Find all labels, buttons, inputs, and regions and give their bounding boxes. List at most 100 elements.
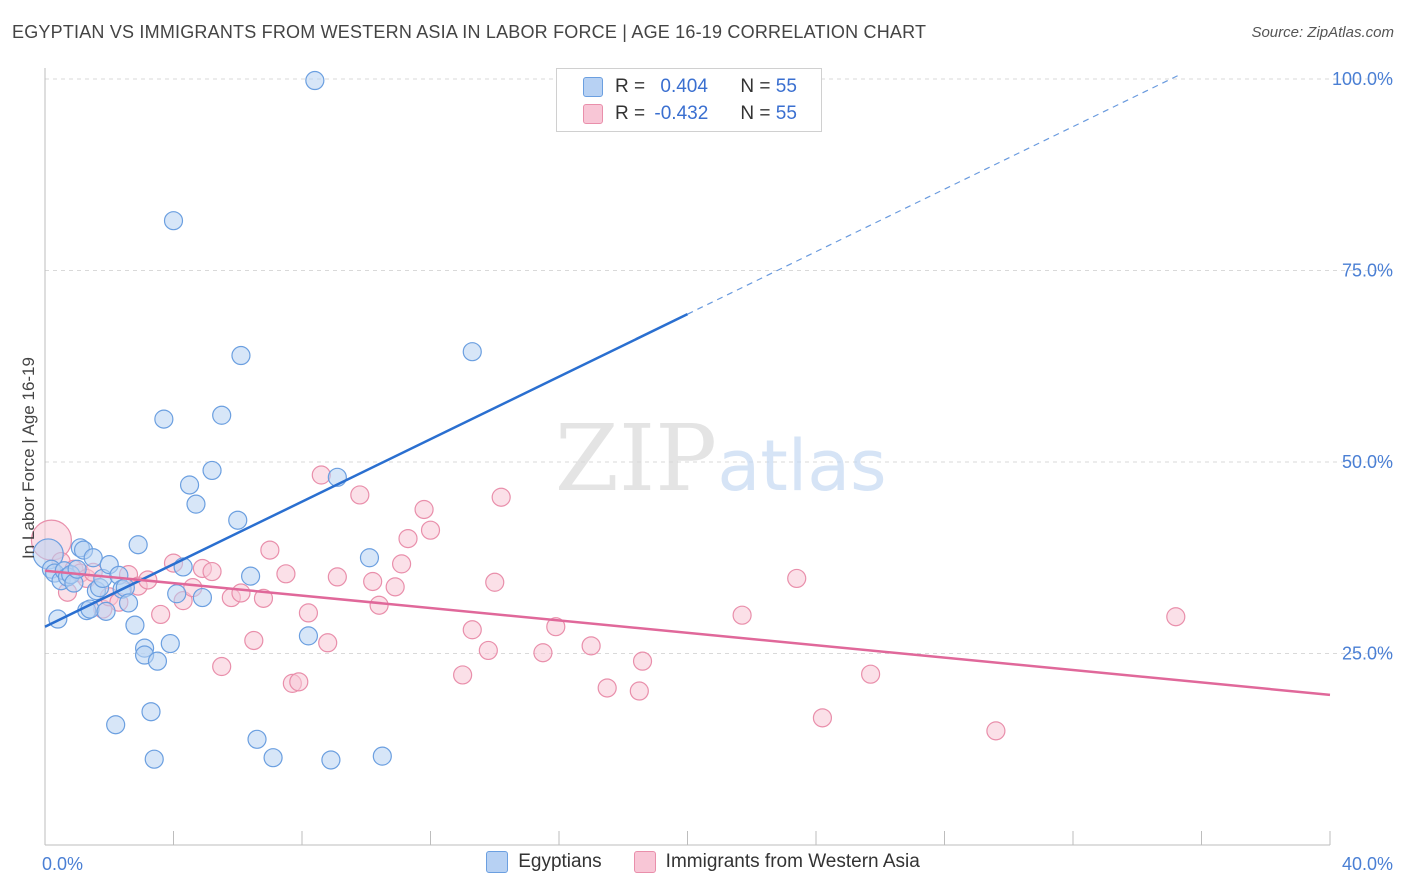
- point-egyptians: [228, 510, 248, 530]
- point-immigrants: [369, 595, 389, 615]
- point-immigrants: [212, 656, 232, 677]
- point-egyptians: [167, 584, 187, 604]
- point-immigrants: [986, 721, 1006, 741]
- chart-title: EGYPTIAN VS IMMIGRANTS FROM WESTERN ASIA…: [12, 22, 927, 42]
- point-egyptians: [241, 566, 261, 586]
- point-immigrants: [581, 636, 601, 656]
- series-legend: Egyptians Immigrants from Western Asia: [0, 851, 1406, 873]
- point-egyptians: [212, 405, 232, 425]
- legend-r-value-egyptians: 0.404: [660, 76, 708, 97]
- point-immigrants: [311, 465, 331, 485]
- legend-item-egyptians[interactable]: Egyptians: [486, 851, 602, 873]
- y-tick-label: 25.0%: [1342, 644, 1393, 664]
- point-immigrants: [462, 620, 482, 640]
- trend-line-egyptians: [44, 313, 689, 628]
- point-immigrants: [260, 540, 280, 560]
- point-immigrants: [276, 564, 296, 584]
- legend-item-immigrants[interactable]: Immigrants from Western Asia: [633, 851, 920, 873]
- correlation-legend: R = 0.404 N = 55 R = -0.432 N = 55: [556, 68, 822, 132]
- point-immigrants: [861, 664, 881, 684]
- y-axis-label: In Labor Force | Age 16-19: [19, 357, 38, 559]
- point-immigrants: [533, 643, 553, 663]
- point-immigrants: [385, 577, 405, 597]
- point-egyptians: [83, 548, 103, 568]
- legend-r-label: R =: [615, 76, 646, 97]
- trend-line-egyptians-extrapolated: [687, 74, 1180, 315]
- watermark: ZIP atlas: [555, 405, 887, 512]
- legend-n-value-egyptians: 55: [775, 76, 797, 97]
- watermark-zip: ZIP: [555, 405, 717, 512]
- point-egyptians: [321, 750, 341, 770]
- point-egyptians: [141, 702, 161, 722]
- point-immigrants: [391, 554, 412, 574]
- y-tick-label: 50.0%: [1342, 452, 1393, 472]
- point-immigrants: [414, 499, 434, 520]
- point-egyptians: [147, 651, 168, 671]
- legend-r-label: R =: [615, 103, 646, 124]
- point-egyptians: [160, 633, 180, 654]
- point-immigrants: [350, 485, 370, 505]
- point-immigrants: [318, 633, 338, 653]
- point-immigrants: [253, 588, 274, 608]
- point-immigrants: [453, 665, 473, 685]
- legend-n-label: N =: [740, 76, 771, 97]
- tick-labels: 25.0% 50.0% 75.0% 100.0% 0.0% 40.0%: [42, 69, 1393, 874]
- point-egyptians: [247, 729, 267, 749]
- point-egyptians: [359, 548, 380, 568]
- y-tick-label: 100.0%: [1332, 69, 1393, 89]
- point-immigrants: [327, 567, 347, 587]
- point-immigrants: [478, 640, 498, 661]
- point-egyptians: [192, 587, 213, 608]
- source-credit: Source: ZipAtlas.com: [1251, 24, 1394, 41]
- legend-n-label: N =: [740, 103, 771, 124]
- legend-row-egyptians: R = 0.404 N = 55: [583, 74, 797, 100]
- legend-label-egyptians: Egyptians: [518, 851, 602, 872]
- legend-row-immigrants: R = -0.432 N = 55: [583, 101, 797, 127]
- legend-swatch-egyptians: [486, 851, 509, 873]
- legend-r-value-immigrants: -0.432: [654, 103, 709, 124]
- trend-lines: [44, 74, 1331, 697]
- gridlines: [45, 78, 1392, 654]
- point-egyptians: [96, 601, 116, 621]
- point-egyptians: [202, 460, 222, 481]
- legend-swatch-immigrants: [633, 851, 656, 873]
- point-egyptians: [372, 746, 392, 766]
- axes: [44, 68, 1331, 846]
- point-immigrants: [597, 678, 617, 698]
- point-immigrants: [202, 561, 222, 582]
- x-tick-label: 40.0%: [1342, 854, 1393, 874]
- legend-swatch-blue: [583, 77, 603, 97]
- watermark-atlas: atlas: [717, 425, 886, 507]
- legend-n-value-immigrants: 55: [775, 103, 797, 124]
- trend-line-immigrants: [44, 569, 1331, 697]
- point-egyptians: [125, 615, 145, 635]
- point-immigrants: [491, 487, 511, 507]
- point-immigrants: [787, 568, 807, 589]
- point-egyptians: [128, 535, 148, 555]
- point-egyptians: [106, 715, 126, 735]
- point-immigrants: [298, 603, 319, 623]
- point-egyptians: [231, 345, 251, 366]
- point-immigrants: [244, 630, 264, 651]
- point-egyptians: [118, 593, 139, 613]
- point-egyptians: [462, 342, 482, 362]
- point-immigrants: [546, 617, 566, 637]
- legend-label-immigrants: Immigrants from Western Asia: [665, 851, 920, 872]
- point-immigrants: [732, 605, 752, 625]
- point-immigrants: [632, 651, 653, 671]
- point-egyptians: [163, 211, 184, 231]
- point-immigrants: [812, 708, 833, 728]
- point-immigrants: [420, 520, 441, 540]
- point-immigrants: [289, 672, 309, 692]
- x-tick-label: 0.0%: [42, 854, 83, 874]
- point-egyptians: [154, 409, 174, 429]
- point-immigrants: [398, 528, 418, 549]
- point-immigrants: [629, 681, 649, 701]
- point-immigrants: [485, 572, 505, 592]
- point-immigrants: [231, 583, 251, 603]
- point-egyptians: [179, 475, 200, 495]
- point-egyptians: [263, 748, 283, 768]
- series-egyptians-points: [32, 69, 637, 770]
- legend-swatch-pink: [583, 104, 603, 124]
